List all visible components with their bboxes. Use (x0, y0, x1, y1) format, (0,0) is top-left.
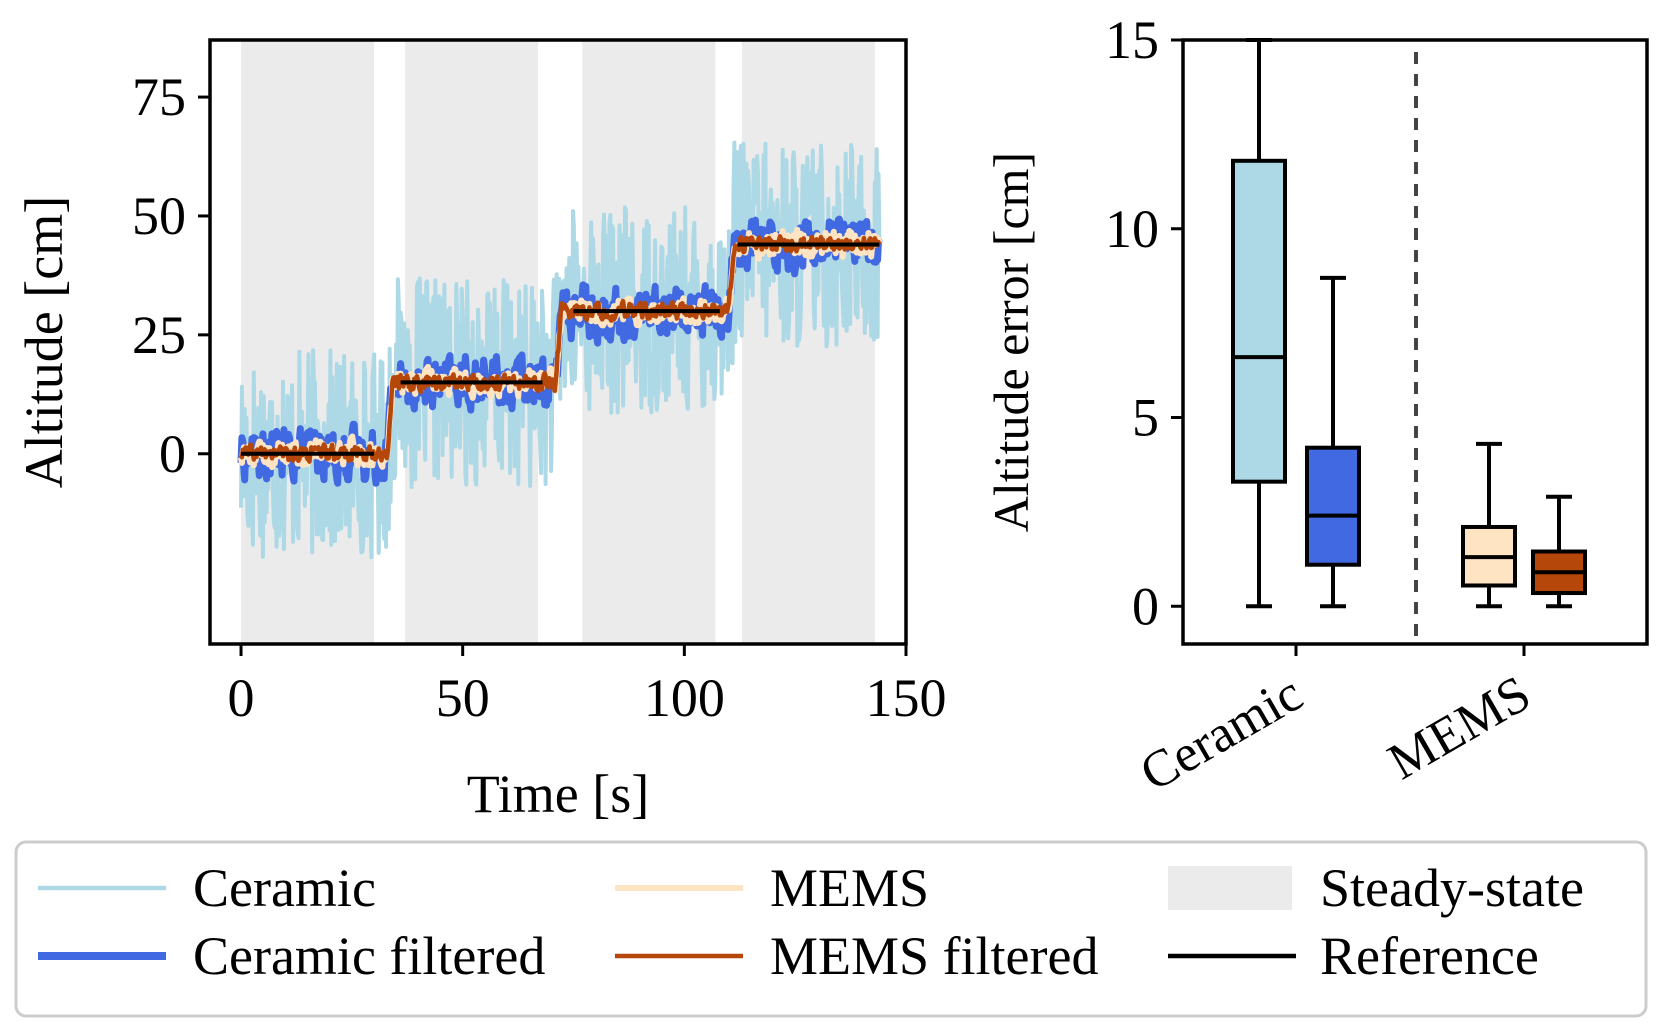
left-x-ticks: 0 50 100 150 (228, 644, 947, 728)
legend-label: Ceramic filtered (193, 926, 545, 986)
y-tick-label: 25 (132, 305, 186, 365)
legend-item-reference: Reference (1168, 926, 1539, 986)
box-mems-filtered (1531, 494, 1587, 609)
legend-label: MEMS filtered (770, 926, 1098, 986)
legend-item-mems-filtered: MEMS filtered (615, 926, 1098, 986)
box-ceramic-filtered (1305, 275, 1361, 609)
left-plot-frame (208, 38, 908, 646)
legend-label: Ceramic (193, 858, 376, 918)
legend-item-ceramic-filtered: Ceramic filtered (38, 926, 545, 986)
left-y-ticks: 0 25 50 75 (132, 67, 210, 484)
box-mems (1461, 441, 1517, 609)
y-tick-label: 50 (132, 186, 186, 246)
box-body (1305, 445, 1361, 567)
legend-item-mems: MEMS (615, 858, 929, 918)
altitude-error-boxplot: 0 5 10 15 Ceramic MEMS Altitude error [cm] (983, 10, 1649, 802)
legend-item-steady-state: Steady-state (1168, 858, 1584, 918)
legend-item-ceramic: Ceramic (38, 858, 376, 918)
right-y-axis-label: Altitude error [cm] (983, 152, 1039, 532)
legend-label: Reference (1320, 926, 1539, 986)
box-body (1231, 158, 1287, 484)
legend-swatch-patch (1168, 866, 1292, 910)
box-ceramic (1231, 38, 1287, 609)
x-tick-label: 50 (436, 668, 490, 728)
x-tick-label: 0 (228, 668, 255, 728)
y-tick-label: 0 (159, 424, 186, 484)
legend-label: Steady-state (1320, 858, 1584, 918)
legend: Ceramic MEMS Steady-state Ceramic filtered M… (14, 840, 1648, 1018)
y-tick-label: 15 (1105, 10, 1159, 70)
steady-state-span-4 (741, 40, 875, 644)
x-tick-label-ceramic: Ceramic (1131, 665, 1312, 802)
altitude-time-chart: 0 50 100 150 0 25 50 75 Time [s] Altitude [cm] (14, 38, 947, 824)
y-tick-label: 0 (1132, 576, 1159, 636)
boxplot-boxes (1231, 38, 1587, 609)
x-tick-label: 100 (644, 668, 725, 728)
x-tick-label: 150 (866, 668, 947, 728)
left-y-axis-label: Altitude [cm] (14, 196, 74, 488)
y-tick-label: 5 (1132, 388, 1159, 448)
legend-label: MEMS (770, 858, 929, 918)
right-y-ticks: 0 5 10 15 (1105, 10, 1183, 636)
left-x-axis-label: Time [s] (467, 764, 650, 824)
x-tick-label-mems: MEMS (1379, 665, 1540, 791)
reference-lines (241, 242, 880, 456)
y-tick-label: 75 (132, 67, 186, 127)
right-plot-frame (1181, 38, 1649, 646)
y-tick-label: 10 (1105, 199, 1159, 259)
right-x-ticks: Ceramic MEMS (1131, 644, 1540, 802)
